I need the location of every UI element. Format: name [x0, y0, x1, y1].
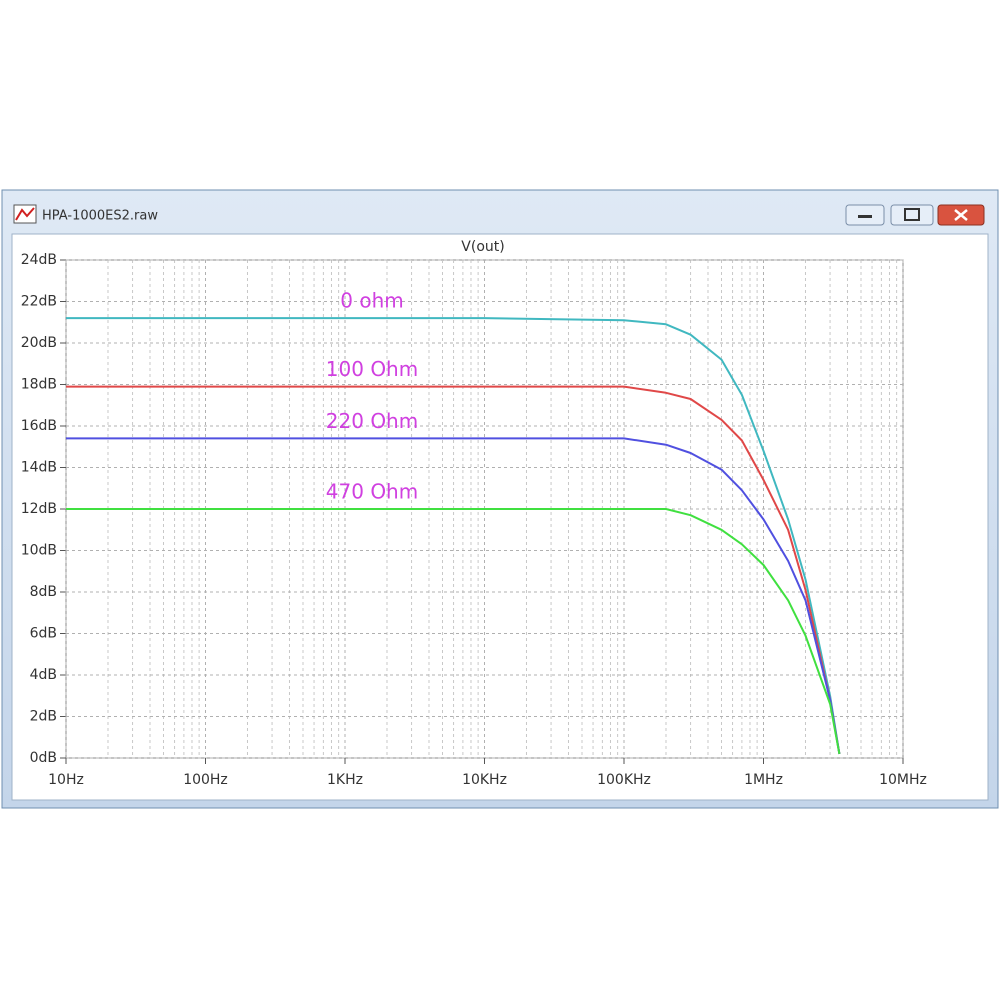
y-tick-label: 24dB	[21, 252, 57, 268]
close-button[interactable]	[937, 204, 985, 226]
series-line	[66, 508, 841, 755]
y-tick-label: 10dB	[21, 543, 57, 559]
y-tick-label: 4dB	[30, 667, 57, 683]
x-tick-label: 100KHz	[597, 772, 651, 788]
x-tick-label: 1KHz	[327, 772, 363, 788]
y-tick-label: 0dB	[30, 750, 57, 766]
y-tick-label: 18dB	[21, 377, 57, 393]
x-tick-label: 10MHz	[879, 772, 927, 788]
series-label: 0 ohm	[340, 289, 403, 313]
x-tick-label: 10KHz	[462, 772, 507, 788]
minimize-button[interactable]	[845, 204, 885, 226]
y-tick-label: 8dB	[30, 584, 57, 600]
y-tick-label: 20dB	[21, 335, 57, 351]
y-tick-label: 22dB	[21, 294, 57, 310]
x-tick-label: 100Hz	[183, 772, 228, 788]
y-tick-label: 6dB	[30, 626, 57, 642]
y-tick-label: 2dB	[30, 709, 57, 725]
series-line	[66, 385, 841, 755]
series-label: 470 Ohm	[326, 480, 418, 504]
series-label: 220 Ohm	[326, 409, 418, 433]
series-line	[66, 317, 841, 755]
series-label: 100 Ohm	[326, 357, 418, 381]
window-title: HPA-1000ES2.raw	[42, 209, 158, 224]
series-line	[66, 437, 841, 755]
chart-title: V(out)	[461, 239, 504, 255]
x-tick-label: 10Hz	[48, 772, 84, 788]
y-tick-label: 14dB	[21, 460, 57, 476]
maximize-button[interactable]	[890, 204, 934, 226]
y-tick-label: 16dB	[21, 418, 57, 434]
x-tick-label: 1MHz	[744, 772, 783, 788]
app-icon	[13, 204, 37, 224]
y-tick-label: 12dB	[21, 501, 57, 517]
